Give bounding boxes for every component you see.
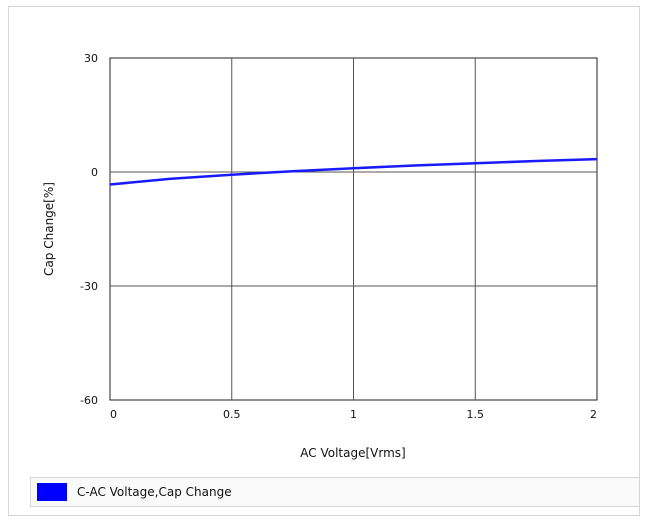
x-tick-labels: 0 0.5 1 1.5 2 xyxy=(110,408,597,421)
y-tick-labels: -60 -30 0 30 xyxy=(80,52,98,407)
y-tick-label: 0 xyxy=(91,166,98,179)
x-tick-label: 1 xyxy=(350,408,357,421)
legend: C-AC Voltage,Cap Change xyxy=(30,477,640,507)
x-tick-label: 0.5 xyxy=(223,408,241,421)
series-line xyxy=(109,157,598,186)
x-tick-label: 0 xyxy=(110,408,117,421)
x-tick-label: 2 xyxy=(590,408,597,421)
y-tick-label: -30 xyxy=(80,280,98,293)
y-tick-label: -60 xyxy=(80,394,98,407)
x-tick-label: 1.5 xyxy=(467,408,485,421)
x-axis-title: AC Voltage[Vrms] xyxy=(300,446,405,460)
y-axis-title: Cap Change[%] xyxy=(42,182,56,276)
legend-label: C-AC Voltage,Cap Change xyxy=(77,485,232,499)
series-group xyxy=(109,157,598,186)
grid-lines xyxy=(110,58,597,400)
y-tick-label: 30 xyxy=(84,52,98,65)
legend-swatch xyxy=(37,483,67,501)
